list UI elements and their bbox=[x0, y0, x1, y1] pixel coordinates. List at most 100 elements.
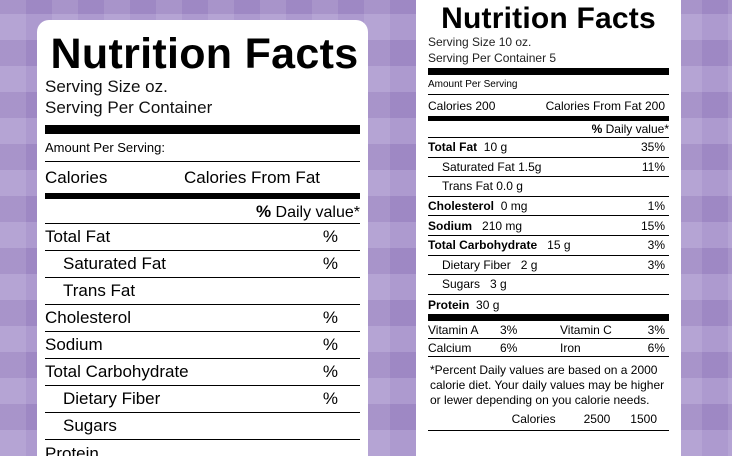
nutrient-row-cholesterol: Cholesterol % bbox=[45, 305, 360, 332]
nutrient-amount: 2 g bbox=[520, 257, 538, 272]
daily-value-header: % Daily value* bbox=[428, 121, 669, 138]
nutrient-amount: 30 g bbox=[476, 297, 500, 312]
medium-divider bbox=[45, 193, 360, 199]
nutrient-row-protein: Protein bbox=[45, 440, 360, 456]
calories-from-fat-label: Calories From Fat 200 bbox=[545, 98, 665, 113]
nutrient-value: 3% bbox=[647, 257, 665, 272]
nutrient-amount: 15 g bbox=[547, 238, 571, 253]
nutrient-name: Sugars bbox=[442, 277, 481, 292]
nutrient-name: Cholesterol bbox=[45, 308, 131, 327]
thick-divider bbox=[428, 314, 669, 322]
nutrient-value: % bbox=[322, 308, 338, 327]
nutrient-name: Sodium bbox=[428, 218, 472, 233]
nutrient-value: % bbox=[322, 362, 338, 381]
nutrient-row-saturated-fat: Saturated Fat % bbox=[45, 251, 360, 278]
footnote-calories-value-2: 1500 bbox=[630, 412, 657, 427]
nutrient-name: Dietary Fiber bbox=[63, 389, 161, 408]
mineral-value: 6% bbox=[647, 340, 665, 355]
footnote-calories-label: Calories bbox=[511, 412, 556, 427]
filled-nutrition-label: Nutrition Facts Serving Size 10 oz. Serv… bbox=[416, 0, 681, 456]
nutrient-value: % bbox=[322, 335, 338, 354]
amount-per-serving: Amount Per Serving bbox=[428, 75, 669, 95]
nutrient-row-sodium: Sodium % bbox=[45, 332, 360, 359]
vitamin-name: Vitamin A bbox=[428, 322, 479, 337]
nutrient-name: Total Carbohydrate bbox=[45, 362, 189, 381]
nutrient-amount: 1.5g bbox=[518, 159, 542, 174]
vitamin-value: 3% bbox=[500, 322, 518, 337]
serving-size: Serving Size 10 oz. bbox=[428, 35, 532, 49]
nutrient-row-trans-fat: Trans Fat bbox=[45, 278, 360, 305]
nutrient-value: 1% bbox=[647, 199, 665, 214]
nutrient-name: Trans Fat bbox=[63, 281, 136, 300]
nutrient-name: Total Fat bbox=[428, 140, 478, 155]
nutrient-name: Saturated Fat bbox=[63, 254, 167, 273]
nutrient-amount: 10 g bbox=[483, 140, 508, 155]
nutrient-amount: 3 g bbox=[490, 277, 507, 292]
calories-row: Calories 200 Calories From Fat 200 bbox=[428, 95, 669, 116]
nutrient-row-dietary-fiber: Dietary Fiber % bbox=[45, 386, 360, 413]
daily-value-percent: % bbox=[591, 122, 603, 136]
nutrient-name: Total Fat bbox=[45, 227, 111, 246]
footnote: *Percent Daily values are based on a 200… bbox=[428, 357, 669, 408]
footnote-calories: Calories 2500 1500 bbox=[428, 412, 669, 428]
nutrient-row-total-fat: Total Fat % bbox=[45, 224, 360, 251]
nutrient-name: Trans Fat bbox=[442, 179, 493, 194]
thick-divider bbox=[45, 125, 360, 134]
blank-nutrition-label: Nutrition Facts Serving Size oz. Serving… bbox=[37, 20, 368, 456]
footnote-calories-value-1: 2500 bbox=[583, 412, 611, 427]
daily-value-text: Daily value* bbox=[275, 204, 360, 221]
label-title: Nutrition Facts bbox=[50, 30, 359, 78]
nutrient-row-total-carbohydrate: Total Carbohydrate % bbox=[45, 359, 360, 386]
footnote-text: *Percent Daily values are based on a 200… bbox=[430, 363, 665, 408]
calories-label: Calories 200 bbox=[428, 98, 496, 113]
mineral-name: Calcium bbox=[428, 340, 472, 355]
nutrient-row-total-fat: Total Fat 10 g 35% bbox=[428, 138, 669, 158]
medium-divider bbox=[428, 116, 669, 121]
nutrient-name: Saturated Fat bbox=[442, 159, 515, 174]
vitamin-name: Vitamin C bbox=[560, 322, 612, 337]
vitamin-value: 3% bbox=[647, 322, 665, 337]
serving-per-container: Serving Per Container bbox=[45, 98, 213, 117]
nutrient-name: Sodium bbox=[45, 335, 103, 354]
nutrient-name: Protein bbox=[428, 297, 470, 312]
serving-per-container: Serving Per Container 5 bbox=[428, 51, 557, 65]
nutrient-row-sodium: Sodium 210 mg 15% bbox=[428, 216, 669, 236]
nutrient-row-sugars: Sugars bbox=[45, 413, 360, 440]
nutrient-row-trans-fat: Trans Fat 0.0 g bbox=[428, 177, 669, 197]
label-title: Nutrition Facts bbox=[441, 2, 656, 35]
bottom-divider bbox=[428, 430, 669, 432]
daily-value-percent: % bbox=[255, 202, 272, 221]
nutrient-name: Total Carbohydrate bbox=[428, 238, 538, 253]
nutrient-value: % bbox=[322, 389, 338, 408]
calories-from-fat-label: Calories From Fat bbox=[183, 167, 320, 187]
nutrient-amount: 210 mg bbox=[482, 218, 523, 233]
daily-value-text: Daily value* bbox=[605, 122, 669, 136]
nutrient-value: 11% bbox=[641, 159, 665, 174]
nutrient-row-total-carbohydrate: Total Carbohydrate 15 g 3% bbox=[428, 236, 669, 256]
nutrient-row-saturated-fat: Saturated Fat 1.5g 11% bbox=[428, 158, 669, 178]
mineral-name: Iron bbox=[560, 340, 581, 355]
calories-row: Calories Calories From Fat bbox=[45, 162, 360, 193]
thick-divider bbox=[428, 68, 669, 75]
vitamin-row: Vitamin A 3% Vitamin C 3% bbox=[428, 321, 669, 340]
nutrient-name: Sugars bbox=[63, 416, 117, 435]
serving-size: Serving Size oz. bbox=[45, 77, 168, 96]
nutrient-value: 35% bbox=[640, 140, 665, 155]
nutrient-row-sugars: Sugars 3 g bbox=[428, 275, 669, 295]
nutrient-row-cholesterol: Cholesterol 0 mg 1% bbox=[428, 197, 669, 217]
nutrient-row-dietary-fiber: Dietary Fiber 2 g 3% bbox=[428, 256, 669, 276]
nutrient-name: Protein bbox=[45, 443, 99, 456]
amount-per-serving: Amount Per Serving: bbox=[45, 134, 360, 162]
nutrient-value: 15% bbox=[640, 218, 665, 233]
nutrient-amount: 0.0 g bbox=[496, 179, 523, 194]
nutrient-name: Dietary Fiber bbox=[442, 257, 511, 272]
nutrient-value: 3% bbox=[647, 238, 665, 253]
mineral-value: 6% bbox=[500, 340, 518, 355]
daily-value-header: % Daily value* bbox=[45, 199, 360, 224]
nutrient-amount: 0 mg bbox=[500, 199, 528, 214]
nutrient-value: % bbox=[322, 227, 338, 246]
nutrient-row-protein: Protein 30 g bbox=[428, 295, 669, 315]
mineral-row: Calcium 6% Iron 6% bbox=[428, 339, 669, 358]
nutrient-value: % bbox=[322, 254, 338, 273]
calories-label: Calories bbox=[45, 167, 108, 187]
